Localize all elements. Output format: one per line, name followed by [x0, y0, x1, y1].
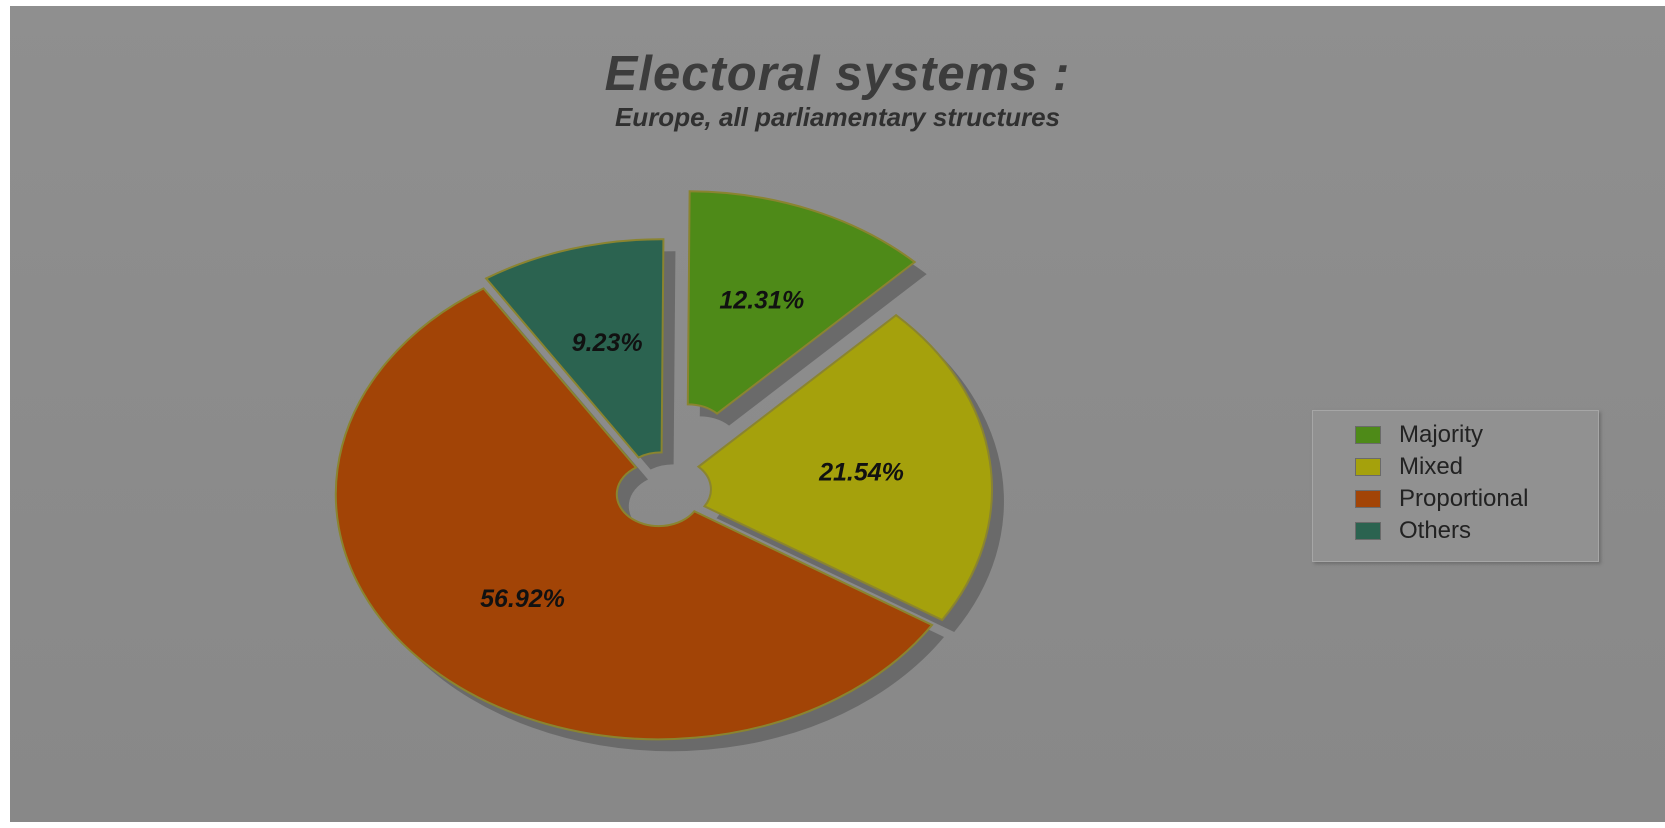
legend-item-mixed: Mixed: [1313, 451, 1598, 483]
chart-subtitle: Europe, all parliamentary structures: [614, 102, 1061, 132]
pie-slice-layer: [334, 190, 993, 741]
slice-label-proportional: 56.92%: [480, 585, 565, 613]
legend-swatch-mixed: [1355, 458, 1381, 476]
slice-label-mixed: 21.54%: [818, 459, 904, 487]
legend-item-majority: Majority: [1313, 419, 1598, 451]
chart-legend: Majority Mixed Proportional Others: [1312, 410, 1599, 562]
slice-majority: [686, 190, 917, 415]
slice-mixed: [696, 313, 993, 622]
legend-swatch-majority: [1355, 426, 1381, 444]
legend-swatch-proportional: [1355, 490, 1381, 508]
slice-label-others: 9.23%: [572, 329, 643, 357]
legend-label-majority: Majority: [1399, 421, 1484, 448]
legend-label-others: Others: [1399, 517, 1472, 544]
pie-label-layer: 12.31% 21.54% 56.92% 9.23%: [480, 286, 904, 612]
slice-proportional: [334, 287, 934, 741]
slice-others: [484, 238, 665, 459]
legend-item-others: Others: [1313, 515, 1598, 547]
legend-label-mixed: Mixed: [1399, 453, 1464, 480]
chart-title: Electoral systems :: [604, 47, 1071, 101]
legend-label-proportional: Proportional: [1399, 485, 1529, 512]
legend-swatch-others: [1355, 522, 1381, 540]
legend-item-proportional: Proportional: [1313, 483, 1598, 515]
legend-items: Majority Mixed Proportional Others: [1313, 419, 1598, 547]
slice-label-majority: 12.31%: [719, 286, 804, 314]
